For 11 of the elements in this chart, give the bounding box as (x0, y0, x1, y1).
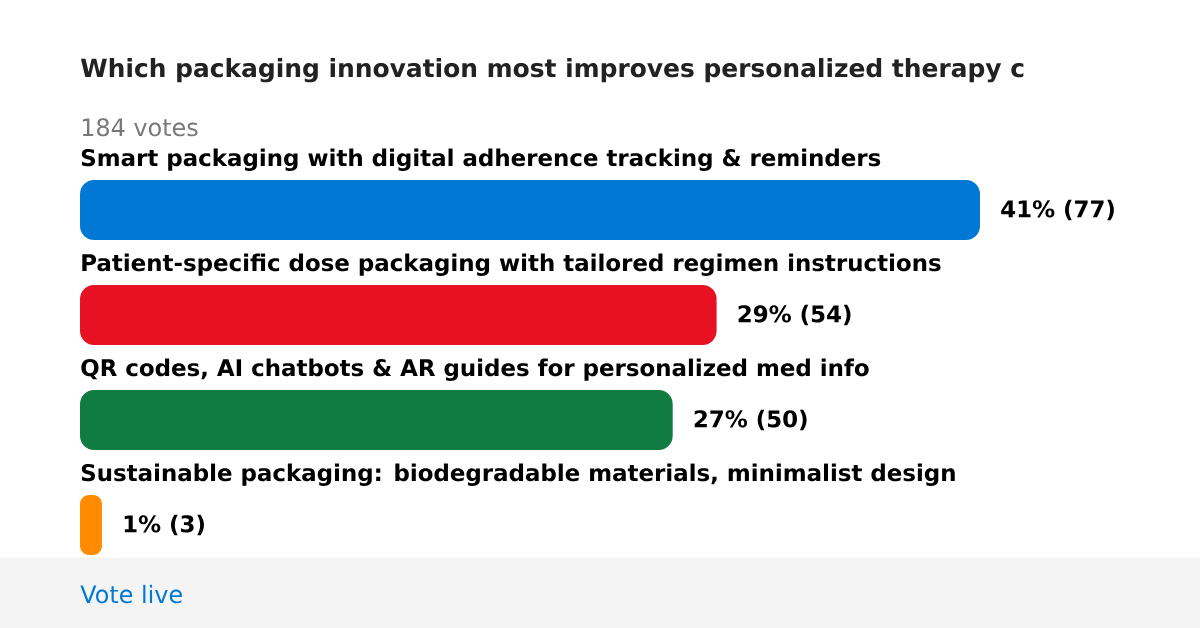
y-tick-label: Sustainable packaging: biodegradable materials, minimalist design (81, 463, 955, 486)
y-tick-label: Smart packaging with digital adherence tracking & reminders (81, 148, 881, 171)
chart-subtitle: 184 votes (82, 118, 198, 137)
data-label: 41% (77) (1001, 199, 1114, 221)
y-tick-label: Patient-specific dose packaging with tailored regimen instructions (82, 253, 941, 276)
data-label: 27% (50) (694, 409, 807, 431)
data-label: 1% (3) (124, 514, 204, 536)
y-tick-label: QR codes, AI chatbots & AR guides for personalized med info (81, 358, 869, 381)
text: Vote live (80, 584, 182, 604)
chart-title: Which packaging innovation most improves personalized therapy c (80, 58, 1024, 83)
data-label: 29% (54) (738, 304, 851, 326)
